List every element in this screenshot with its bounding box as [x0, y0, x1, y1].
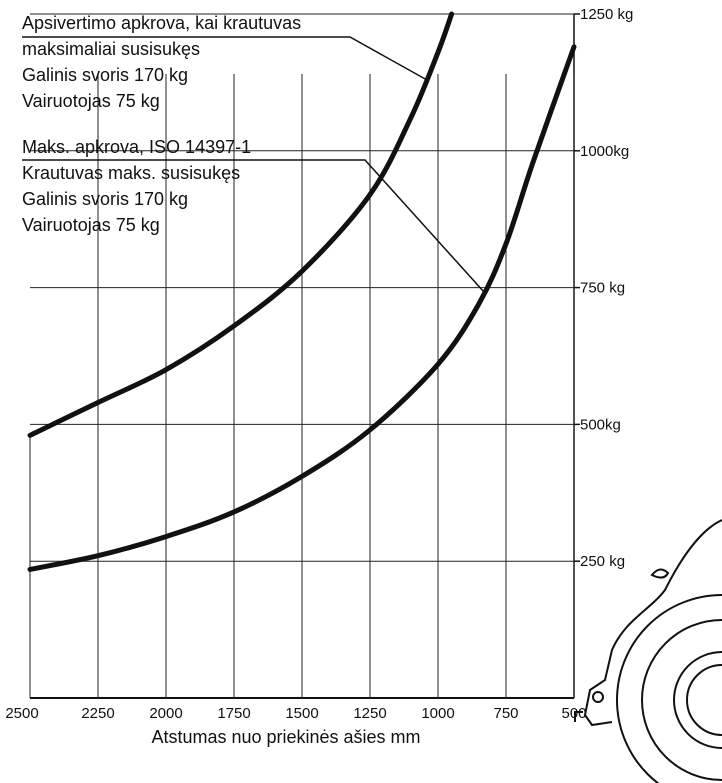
legend-line: Vairuotojas 75 kg	[22, 91, 160, 111]
x-tick-label: 2500	[5, 705, 38, 722]
legend-line: Krautuvas maks. susisukęs	[22, 163, 240, 183]
curves	[27, 11, 577, 572]
y-tick-label: 500kg	[580, 416, 621, 433]
y-tick-label: 750 kg	[580, 280, 625, 297]
legend-line: Vairuotojas 75 kg	[22, 215, 160, 235]
x-tick-label: 1500	[285, 705, 318, 722]
x-tick-labels: 2500 2250 2000 1750 1500 1250 1000 750 500	[5, 705, 586, 722]
x-tick-label: 1250	[353, 705, 386, 722]
legend-line: Galinis svoris 170 kg	[22, 189, 188, 209]
legend-line: maksimaliai susisukęs	[22, 39, 200, 59]
x-tick-label: 2000	[149, 705, 182, 722]
leader-line	[22, 36, 428, 81]
series-line-tipping-load	[27, 11, 455, 438]
y-tick-labels: 250 kg 500kg 750 kg 1000kg 1250 kg	[580, 6, 633, 570]
legend-line: Galinis svoris 170 kg	[22, 65, 188, 85]
y-tick-label: 1250 kg	[580, 6, 633, 23]
x-tick-label: 1750	[217, 705, 250, 722]
y-tick-label: 1000kg	[580, 143, 629, 160]
y-tick-label: 250 kg	[580, 553, 625, 570]
series-line-max-load	[27, 44, 577, 572]
legend-line: Maks. apkrova, ISO 14397-1	[22, 137, 251, 157]
x-axis-label: Atstumas nuo priekinės ašies mm	[151, 727, 420, 747]
legend-line: Apsivertimo apkrova, kai krautuvas	[22, 13, 301, 33]
x-tick-label: 2250	[81, 705, 114, 722]
legend-notes: Apsivertimo apkrova, kai krautuvas maksim…	[22, 13, 485, 293]
x-tick-label: 1000	[421, 705, 454, 722]
x-tick-label: 750	[493, 705, 518, 722]
loader-wheel-drawing	[574, 519, 722, 783]
grid	[29, 13, 580, 699]
leader-line	[22, 159, 485, 293]
